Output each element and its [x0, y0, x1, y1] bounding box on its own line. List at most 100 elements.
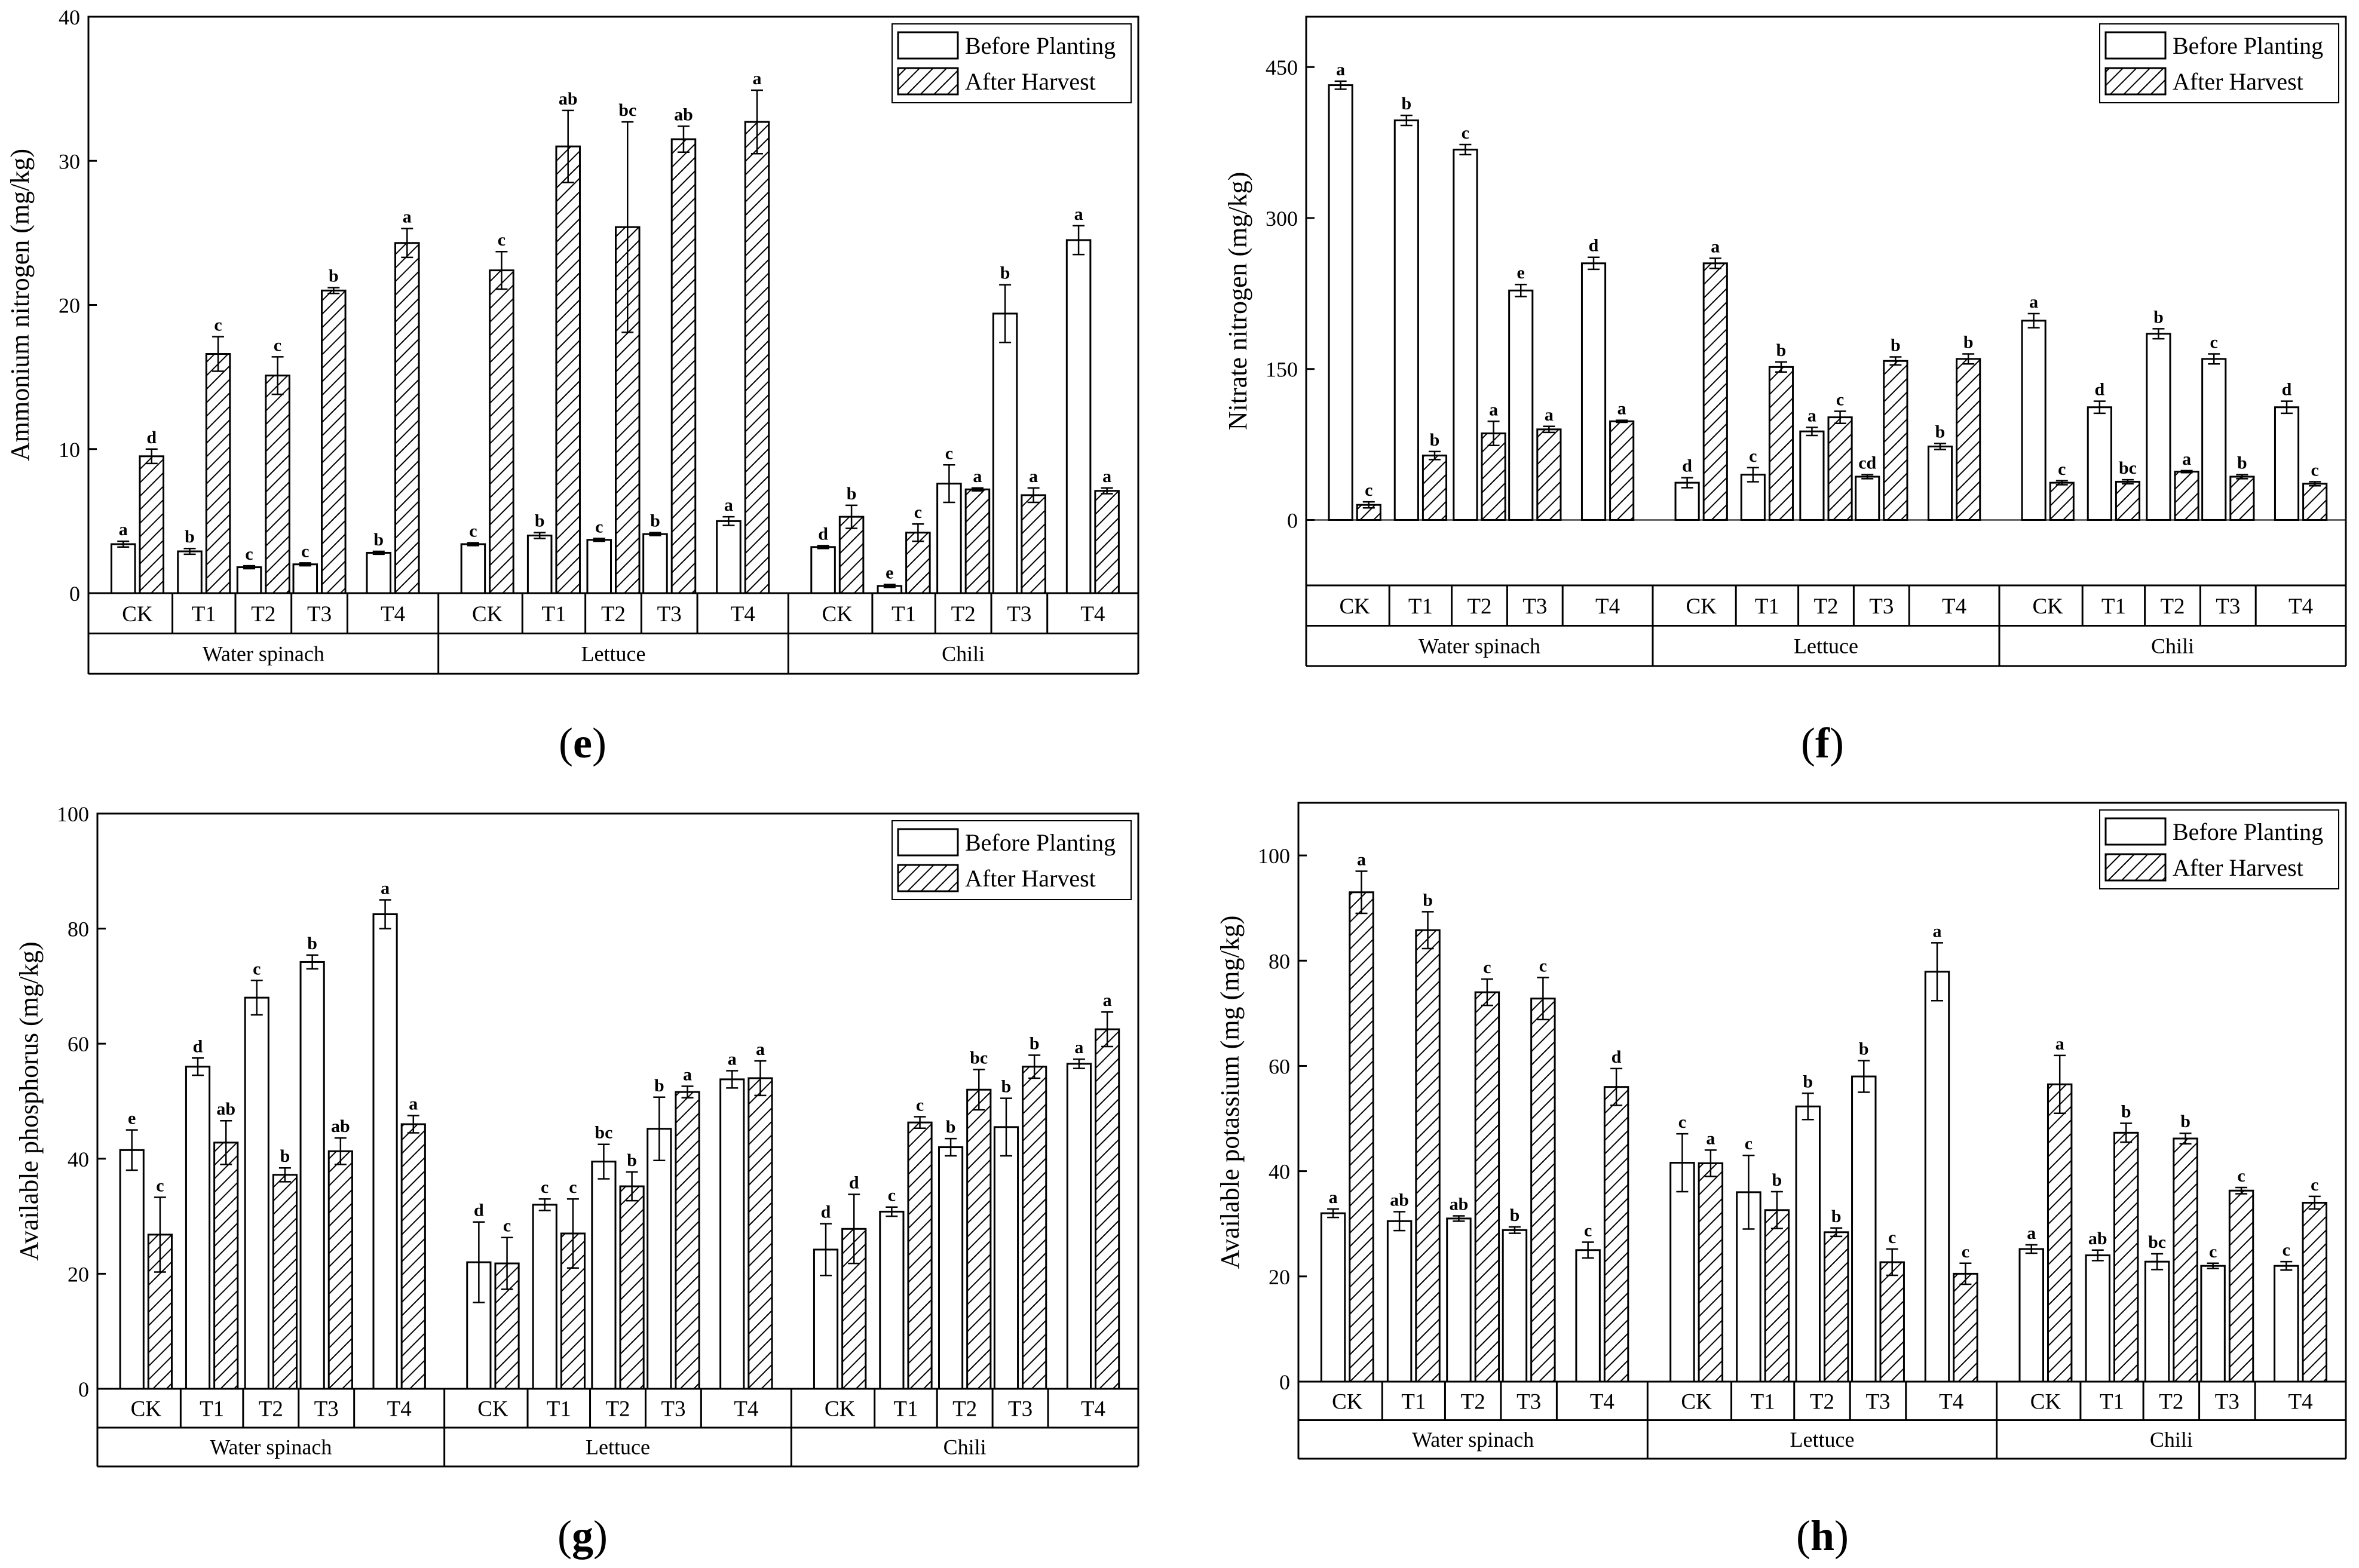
significance-letter: b — [627, 1150, 637, 1170]
bar-after — [1536, 428, 1562, 521]
bar-before — [110, 543, 136, 594]
treatment-label: T3 — [314, 1397, 339, 1422]
y-tick-label: 450 — [1266, 56, 1298, 79]
treatment-label: CK — [2030, 1389, 2061, 1414]
treatment-label: T4 — [1080, 602, 1105, 627]
significance-letter: a — [1103, 990, 1112, 1010]
significance-letter: d — [1589, 236, 1599, 256]
bar-before — [1502, 1229, 1528, 1383]
panel-label-part: ) — [1830, 719, 1844, 767]
significance-letter: a — [2182, 449, 2191, 469]
significance-letter: b — [2121, 1101, 2131, 1121]
bar-after — [907, 1121, 933, 1390]
bar-before — [1851, 1075, 1877, 1383]
treatment-label: CK — [1339, 594, 1370, 619]
treatment-label: T4 — [1595, 594, 1620, 619]
treatment-label: T4 — [381, 602, 405, 627]
bar-after — [213, 1142, 239, 1390]
treatment-label: CK — [825, 1397, 856, 1422]
bar-before — [1065, 239, 1092, 594]
y-tick-label: 300 — [1266, 207, 1298, 231]
treatment-label: T3 — [1869, 594, 1894, 619]
y-axis-title: Ammonium nitrogen (mg/kg) — [5, 149, 35, 461]
treatment-label: T2 — [1461, 1389, 1485, 1414]
legend-label-after: After Harvest — [2173, 854, 2303, 881]
significance-letter: b — [1430, 430, 1440, 450]
bar-before — [591, 1161, 617, 1390]
panel-label-part: g — [572, 1512, 593, 1560]
significance-letter: a — [409, 1094, 418, 1114]
bar-after — [2113, 1131, 2139, 1383]
significance-letter: a — [1545, 405, 1554, 425]
bar-before — [1580, 262, 1607, 521]
bar-after — [964, 488, 991, 594]
y-tick-label: 40 — [1269, 1160, 1290, 1184]
treatment-label: CK — [477, 1397, 508, 1422]
significance-letter: c — [1539, 956, 1547, 975]
bar-before — [460, 543, 486, 594]
panel-label-part: ) — [1834, 1512, 1849, 1560]
bar-before — [236, 566, 262, 594]
bar-before — [1393, 119, 1419, 521]
bar-before — [366, 551, 392, 594]
bar-before — [372, 913, 398, 1390]
significance-letter: a — [1336, 60, 1345, 79]
bar-before — [2144, 1260, 2170, 1383]
treatment-label: T4 — [387, 1397, 412, 1422]
bar-before — [2274, 406, 2300, 521]
bar-before — [1508, 289, 1534, 521]
significance-letter: a — [1711, 237, 1720, 256]
significance-letter: bc — [970, 1048, 988, 1068]
bar-after — [1956, 358, 1981, 521]
significance-letter: ab — [1390, 1190, 1409, 1210]
bar-after — [747, 1077, 773, 1390]
bar-before — [1674, 481, 1700, 521]
bar-before — [1328, 84, 1353, 521]
bar-after — [619, 1185, 645, 1390]
y-tick-label: 20 — [68, 1262, 89, 1286]
significance-letter: c — [914, 502, 922, 522]
bar-before — [1446, 1217, 1472, 1383]
legend-label-after: After Harvest — [965, 68, 1096, 95]
bar-before — [2146, 333, 2171, 521]
legend-swatch-after — [897, 67, 959, 96]
crop-label: Lettuce — [1790, 1428, 1855, 1452]
bar-after — [1094, 490, 1120, 594]
significance-letter: c — [541, 1177, 549, 1197]
significance-letter: d — [2094, 380, 2104, 400]
significance-letter: c — [2237, 1166, 2245, 1186]
significance-letter: e — [128, 1109, 136, 1128]
bar-before — [532, 1204, 557, 1390]
significance-letter: c — [498, 230, 505, 250]
crop-label: Lettuce — [586, 1435, 650, 1459]
crop-label: Chili — [2150, 1428, 2193, 1452]
bar-after — [1768, 366, 1794, 521]
crop-label: Chili — [2151, 634, 2194, 658]
bar-after — [139, 455, 165, 594]
y-tick-label: 80 — [1269, 949, 1290, 973]
bar-after — [272, 1174, 298, 1390]
significance-letter: a — [1074, 204, 1083, 224]
treatment-label: T4 — [2288, 594, 2313, 619]
treatment-label: T2 — [1467, 594, 1491, 619]
significance-letter: b — [2237, 453, 2247, 473]
y-axis-title: Available phosphorus (mg/kg) — [14, 941, 44, 1260]
bar-after — [2049, 481, 2075, 521]
bar-after — [327, 1150, 353, 1390]
y-tick-label: 40 — [59, 5, 80, 29]
significance-letter: cd — [1858, 453, 1876, 473]
treatment-label: T3 — [1522, 594, 1547, 619]
bar-before — [1795, 1105, 1821, 1383]
crop-label: Water spinach — [203, 642, 324, 665]
bar-after — [1824, 1231, 1849, 1383]
significance-letter: ab — [559, 89, 578, 109]
significance-letter: c — [1365, 480, 1372, 500]
bar-after — [2115, 480, 2141, 521]
bar-after — [265, 375, 290, 594]
legend-swatch-after — [2104, 853, 2167, 882]
significance-letter: b — [847, 484, 857, 504]
bar-after — [1349, 891, 1374, 1383]
y-tick-label: 0 — [69, 582, 80, 606]
bar-after — [2229, 475, 2255, 521]
